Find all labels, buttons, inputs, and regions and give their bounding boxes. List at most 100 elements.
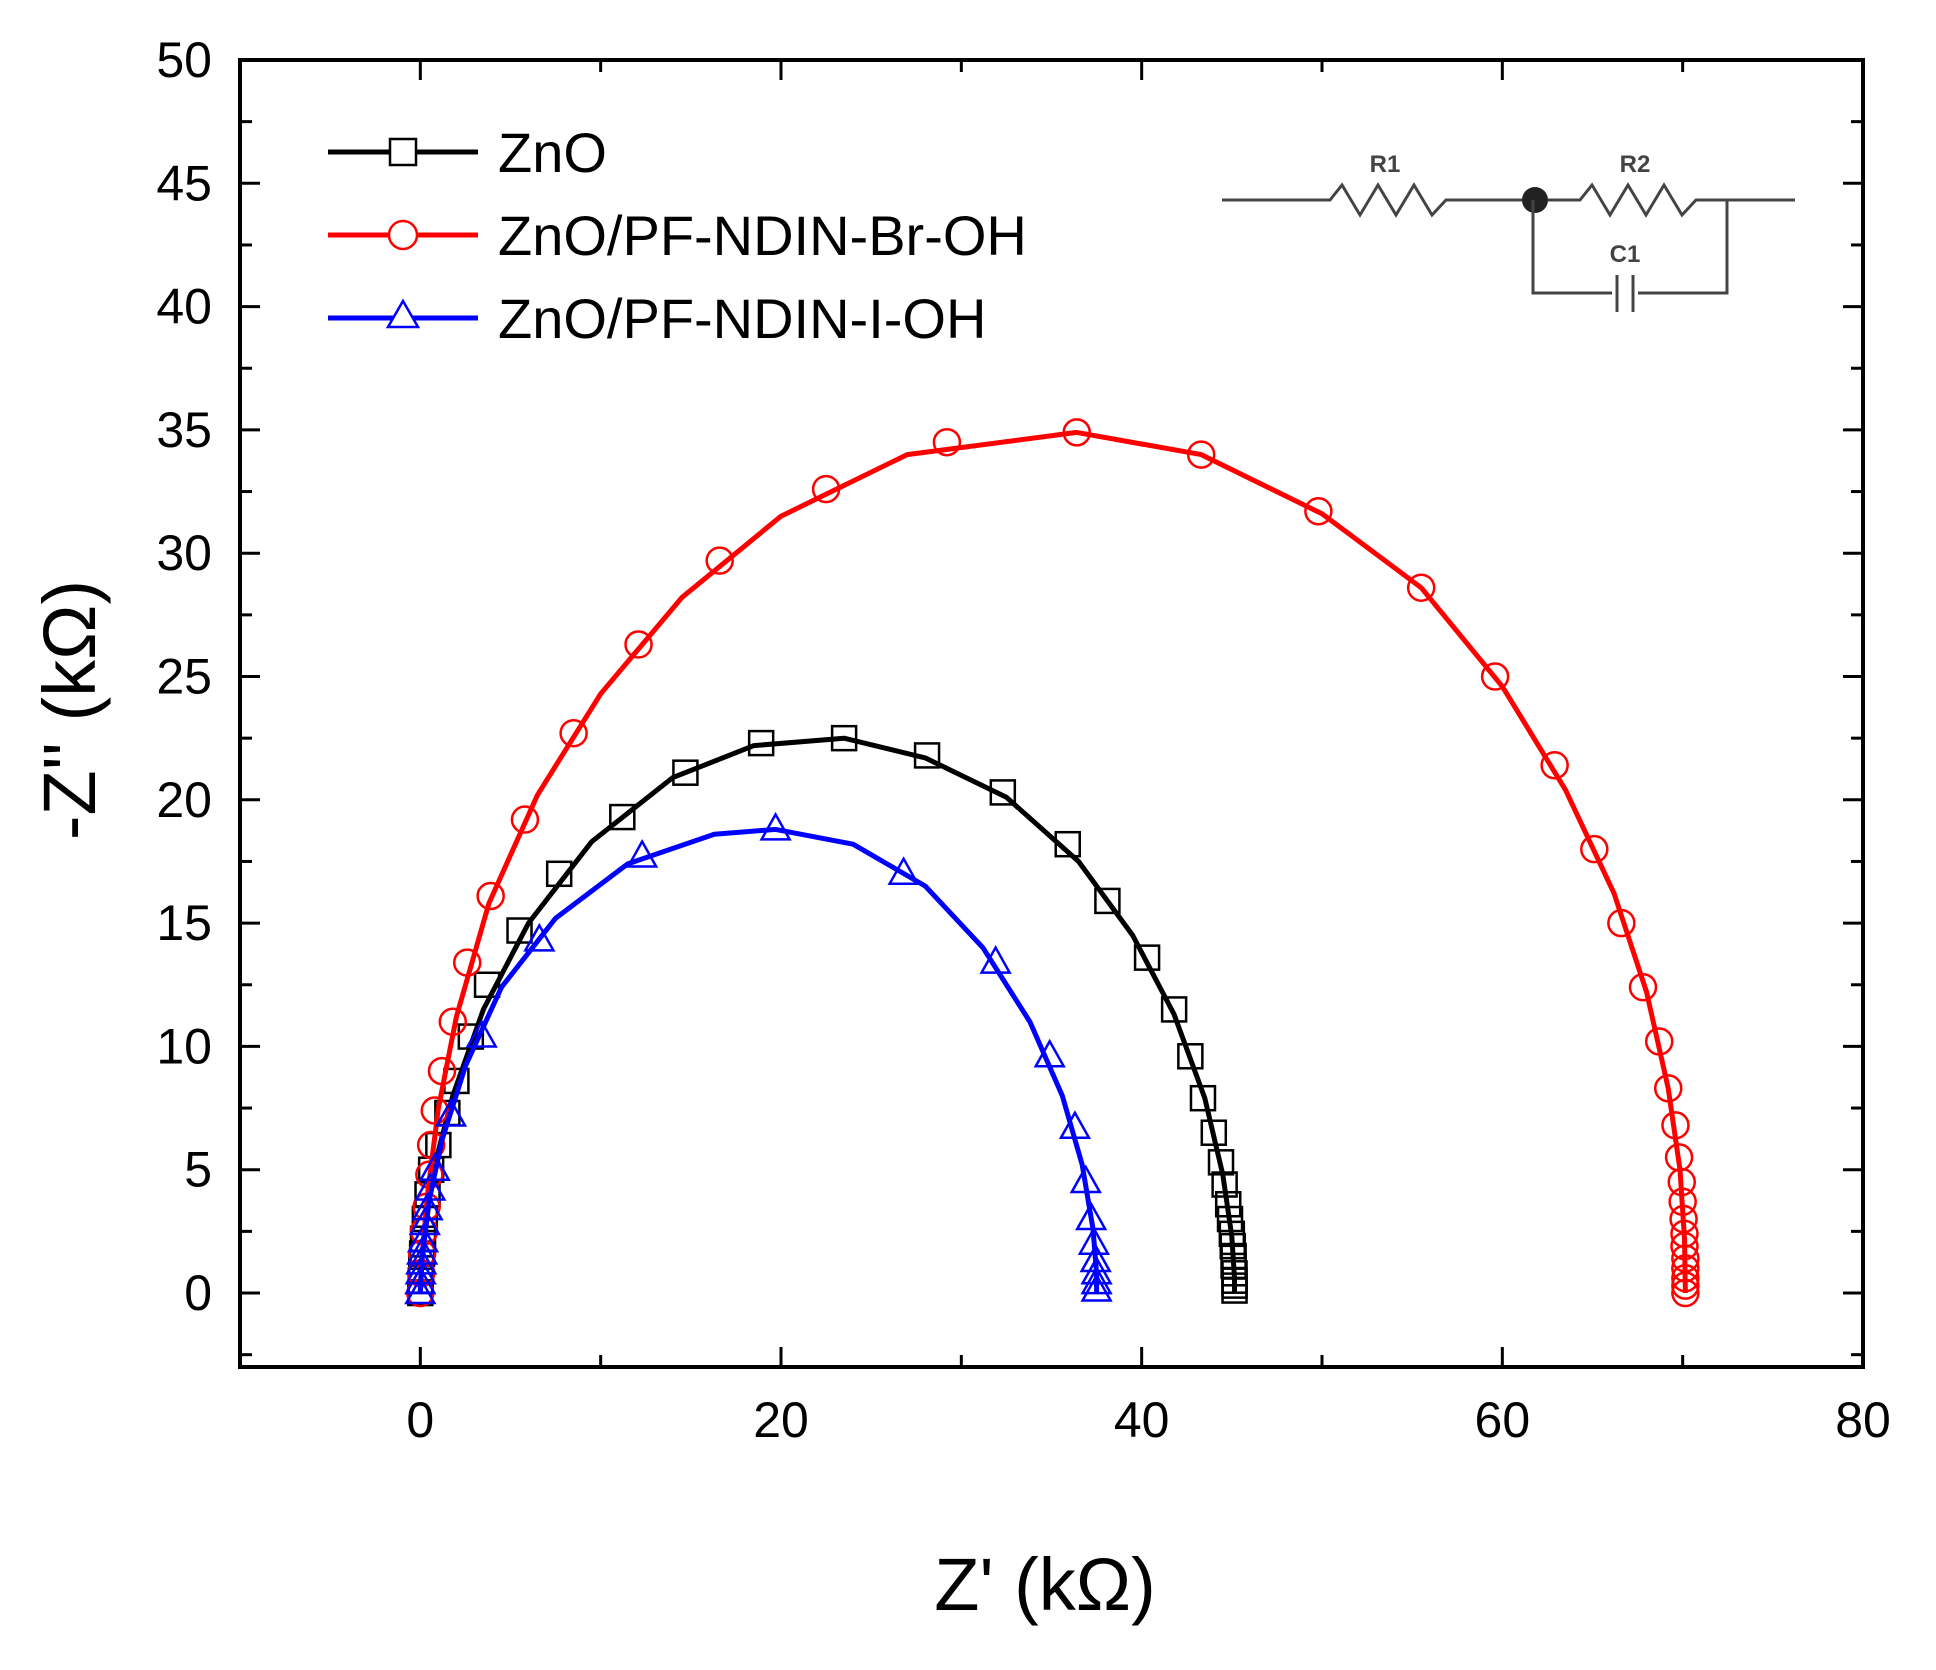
data-point (1033, 1038, 1066, 1068)
data-point (626, 838, 659, 868)
data-point (989, 779, 1017, 806)
data-point (1580, 834, 1609, 864)
x-axis-title: Z' (kΩ) (934, 1543, 1156, 1626)
data-point (1667, 1167, 1697, 1197)
x-tick-label: 80 (1835, 1392, 1891, 1448)
legend-entry-zno: ZnO (328, 121, 607, 184)
data-point (1077, 1226, 1111, 1255)
data-point (404, 1275, 437, 1305)
data-point (452, 948, 482, 977)
data-point (414, 1171, 447, 1201)
y-tick-label: 0 (184, 1265, 212, 1321)
data-point (1671, 1263, 1700, 1293)
data-point (1670, 1231, 1699, 1261)
data-point (1054, 830, 1081, 858)
series-br-oh (406, 418, 1700, 1308)
x-tick-label: 40 (1114, 1392, 1170, 1448)
data-point (1653, 1074, 1683, 1103)
data-point (1094, 887, 1121, 915)
data-point (1080, 1272, 1113, 1302)
data-point (420, 1096, 450, 1125)
circuit-wire (1531, 200, 1612, 295)
data-point (1080, 1265, 1113, 1295)
circuit-label-r2: R2 (1620, 151, 1651, 178)
fit-line-br-oh (417, 429, 1688, 1294)
data-point (1671, 1278, 1700, 1308)
data-point (1406, 573, 1436, 602)
legend-label-zno: ZnO (498, 121, 607, 184)
axis-ticks: 0 20 40 60 80 0 5 10 15 20 25 30 35 40 45 50 (156, 32, 1890, 1448)
data-point (1221, 1277, 1248, 1304)
data-point (1661, 1111, 1690, 1140)
data-point (887, 856, 920, 886)
data-point (1080, 1255, 1113, 1285)
data-point (559, 718, 588, 748)
data-point (465, 1018, 498, 1048)
y-tick-label: 30 (156, 525, 212, 581)
circuit-wire (1222, 182, 1795, 218)
data-point (1607, 908, 1636, 938)
data-point (427, 1056, 457, 1086)
data-point (1211, 1171, 1238, 1198)
y-tick-label: 45 (156, 155, 212, 211)
data-point (545, 860, 573, 888)
circuit-label-r1: R1 (1370, 151, 1401, 178)
x-tick-label: 60 (1475, 1392, 1531, 1448)
y-tick-label: 35 (156, 402, 212, 458)
legend-marker-br-oh (387, 219, 419, 251)
data-point (408, 1206, 441, 1236)
data-point (416, 1130, 446, 1160)
x-tick-label: 0 (406, 1392, 434, 1448)
data-point (932, 427, 962, 457)
data-point (1075, 1201, 1108, 1231)
data-point (1540, 751, 1569, 780)
data-point (473, 971, 501, 999)
plot-frame (238, 58, 1865, 1369)
data-point (1062, 418, 1091, 447)
data-point (1200, 1119, 1228, 1146)
legend-label-br-oh: ZnO/PF-NDIN-Br-OH (498, 204, 1027, 267)
legend: ZnO ZnO/PF-NDIN-Br-OH ZnO/PF-NDIN-I-OH (328, 121, 1027, 350)
data-point (811, 474, 841, 504)
data-point (1480, 662, 1510, 691)
data-point (747, 729, 775, 757)
data-point (405, 1245, 438, 1275)
x-tick-label: 20 (753, 1392, 809, 1448)
data-point (609, 803, 636, 831)
legend-marker-i-oh (385, 298, 421, 329)
series-zno (407, 724, 1248, 1307)
data-point (979, 945, 1012, 974)
data-point (506, 917, 533, 944)
data-point (1216, 1205, 1244, 1233)
legend-entry-br-oh: ZnO/PF-NDIN-Br-OH (328, 204, 1027, 267)
y-tick-label: 40 (156, 279, 212, 335)
data-point (406, 1223, 440, 1253)
y-tick-label: 25 (156, 649, 212, 705)
data-point (1160, 996, 1188, 1023)
legend-entry-i-oh: ZnO/PF-NDIN-I-OH (328, 287, 986, 350)
y-tick-label: 10 (156, 1018, 212, 1074)
data-point (434, 1097, 468, 1127)
data-point (510, 805, 540, 834)
data-point (476, 881, 505, 911)
data-point (404, 1265, 437, 1295)
data-point (1069, 1164, 1102, 1194)
series-i-oh (404, 811, 1113, 1305)
data-point (1177, 1043, 1204, 1070)
data-point (438, 1007, 468, 1037)
legend-label-i-oh: ZnO/PF-NDIN-I-OH (498, 287, 986, 350)
circuit-node (1522, 187, 1548, 213)
circuit-wire (1638, 200, 1729, 295)
data-point (1668, 1187, 1697, 1217)
data-point (1304, 497, 1333, 526)
data-point (1186, 440, 1216, 469)
data-point (1214, 1190, 1242, 1218)
data-point (672, 759, 699, 786)
equivalent-circuit-inset: R1 R2 C1 (1222, 151, 1795, 312)
y-axis-title: -Z'' (kΩ) (28, 580, 111, 840)
data-point (404, 1255, 437, 1285)
data-point (1670, 1219, 1699, 1249)
data-point (523, 922, 556, 952)
data-point (759, 811, 792, 841)
